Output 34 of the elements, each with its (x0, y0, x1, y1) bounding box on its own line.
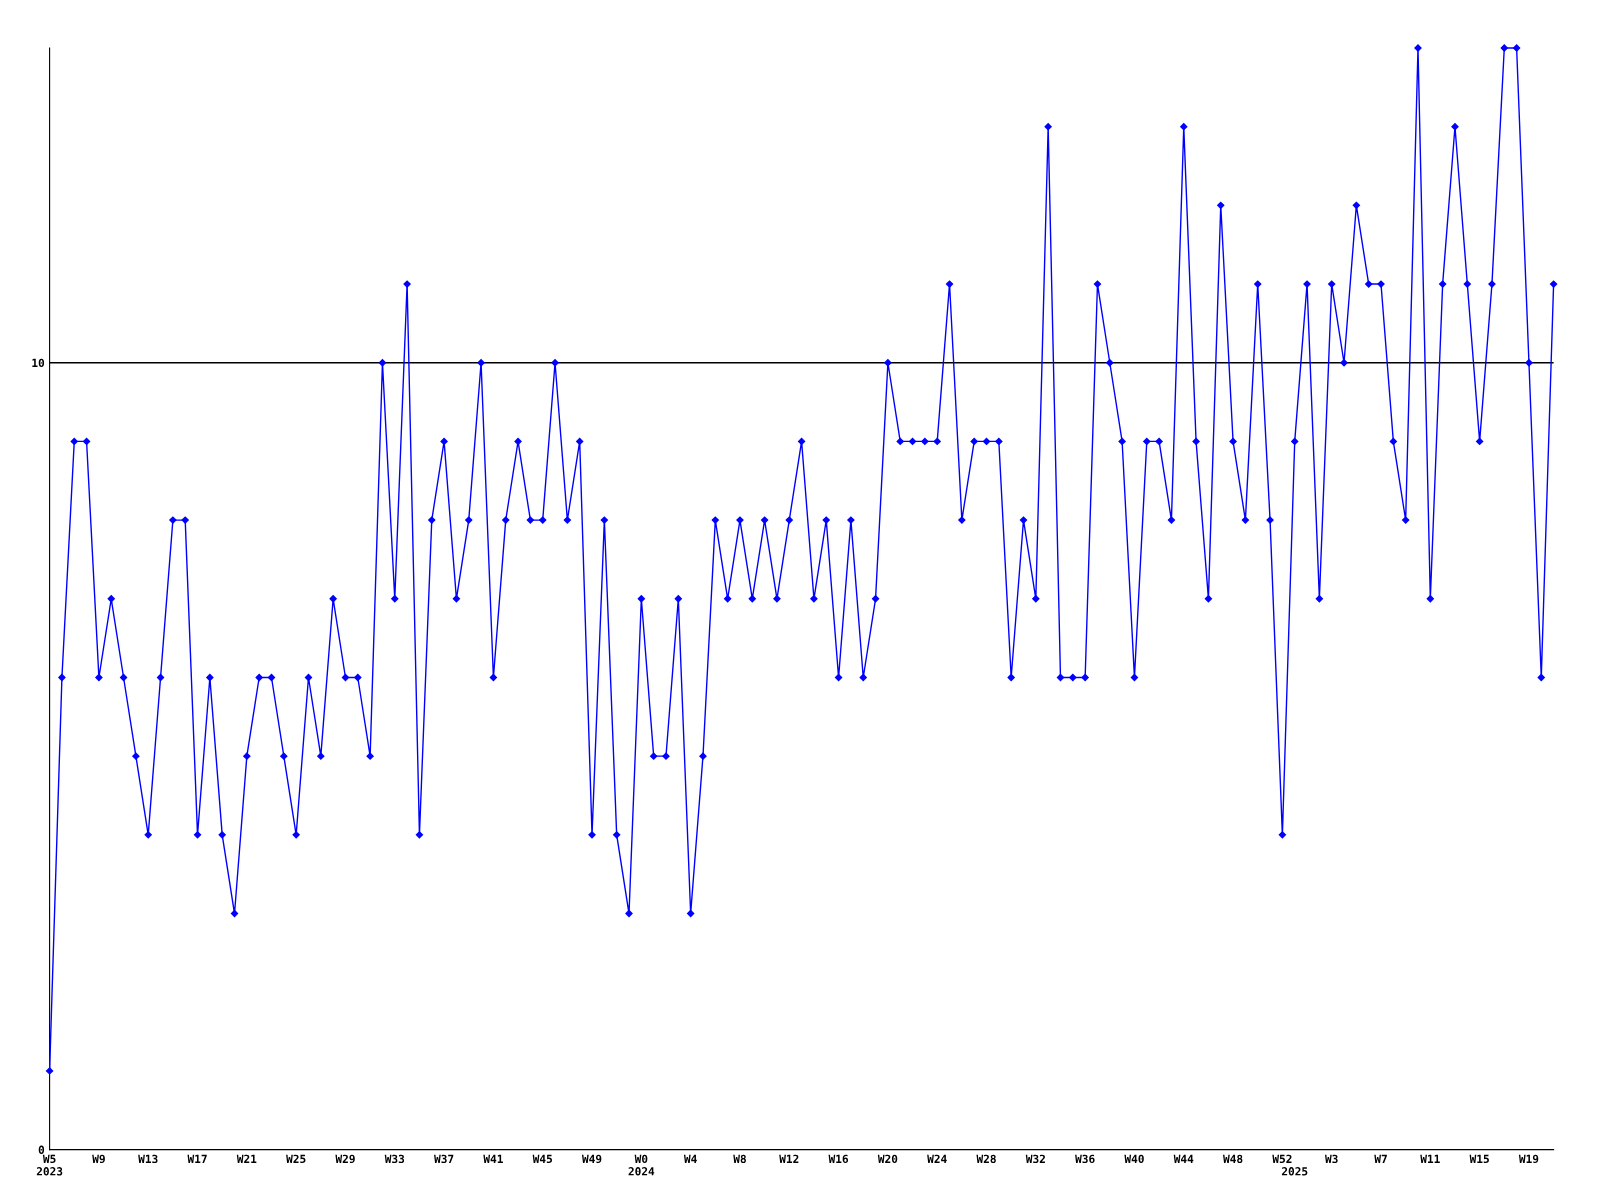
x-tick-label: W0 2024 (628, 1154, 655, 1176)
y-tick-label: 10 (32, 358, 45, 368)
x-tick-label: W41 (483, 1154, 503, 1163)
x-tick-label: W17 (187, 1154, 207, 1163)
x-tick-label: W15 (1469, 1154, 1489, 1164)
x-tick-label: W21 (236, 1154, 257, 1163)
x-tick-label: W45 (532, 1154, 552, 1164)
x-tick-label: W5 2023 (36, 1154, 63, 1176)
x-tick-label: W8 (733, 1154, 746, 1164)
x-tick-label: W12 (779, 1154, 799, 1163)
x-tick-label: 2025 (1281, 1167, 1308, 1176)
x-tick-label: W48 (1223, 1154, 1243, 1164)
x-tick-label: W4 (683, 1154, 697, 1163)
x-tick-label: W9 (92, 1154, 105, 1164)
x-tick-label: W33 (384, 1154, 405, 1164)
y-tick-label: 0 (38, 1145, 45, 1154)
x-tick-label: W16 (828, 1154, 849, 1164)
x-tick-label: W7 (1374, 1154, 1387, 1163)
x-tick-label: W3 (1325, 1154, 1338, 1164)
x-tick-label: W44 (1173, 1154, 1194, 1163)
x-tick-label: W37 (434, 1154, 454, 1164)
x-tick-label: W28 (976, 1154, 996, 1164)
x-tick-label: W20 (877, 1154, 898, 1164)
x-tick-label: W36 (1075, 1154, 1095, 1164)
x-tick-label: W29 (335, 1154, 355, 1164)
x-tick-label: W40 (1124, 1154, 1144, 1164)
x-tick-label: W49 (581, 1154, 602, 1164)
x-tick-label: W25 (286, 1154, 306, 1164)
x-tick-label: W19 (1518, 1154, 1539, 1164)
x-tick-label: W52 (1272, 1154, 1292, 1164)
x-tick-label: W32 (1025, 1154, 1045, 1164)
x-tick-label: W11 (1420, 1154, 1440, 1163)
x-tick-label: W24 (927, 1154, 947, 1163)
x-tick-label: W13 (138, 1154, 158, 1164)
